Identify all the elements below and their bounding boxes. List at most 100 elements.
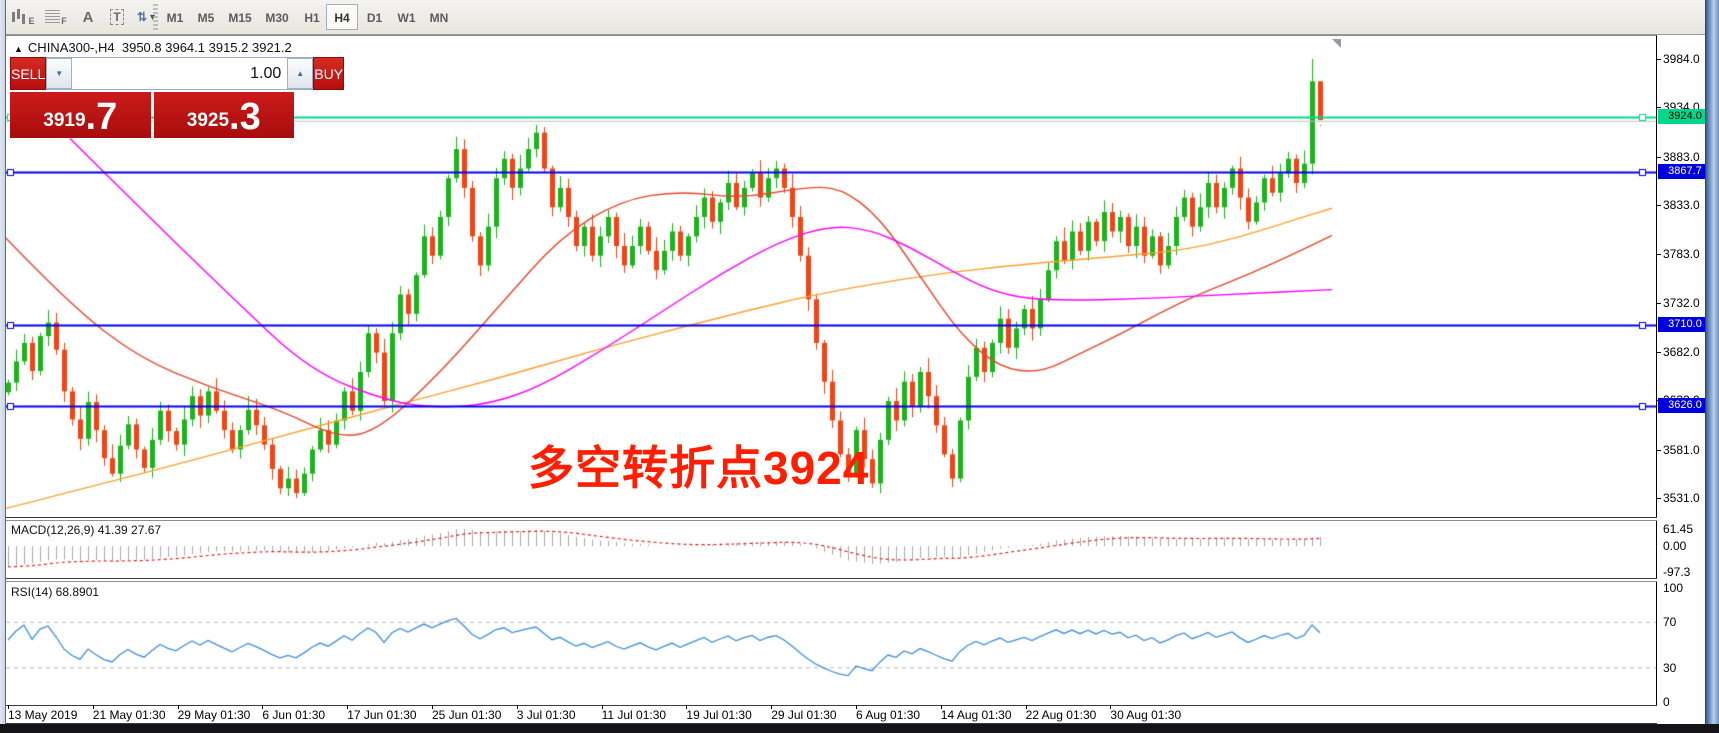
arrange-windows-icon[interactable]: ⇅ ▼	[132, 5, 162, 29]
price-tick	[1656, 59, 1661, 60]
time-axis-border	[6, 705, 1657, 706]
panel-separator	[6, 520, 1657, 521]
time-tick	[92, 705, 94, 709]
macd-label: MACD(12,26,9) 41.39 27.67	[11, 523, 162, 537]
price-axis-label: 3581.0	[1663, 442, 1700, 457]
panel-separator	[6, 581, 1657, 582]
timeframe-button-mn[interactable]: MN	[429, 11, 449, 25]
price-tick	[1656, 351, 1661, 353]
bid-frac: .7	[85, 96, 118, 138]
toolbar-separator	[153, 4, 158, 30]
ask-main: 3925	[186, 110, 230, 131]
collapse-triangle-icon[interactable]: ▲	[14, 44, 23, 54]
time-axis-label: 6 Aug 01:30	[856, 708, 921, 722]
bid-price-box[interactable]: 3919.7	[10, 92, 151, 138]
symbol-period: CHINA300-,H4	[27, 40, 115, 55]
macd-axis-label: -97.3	[1663, 565, 1691, 579]
price-axis-label: 3732.0	[1663, 296, 1700, 311]
volume-increase-button[interactable]: ▲	[287, 58, 314, 89]
price-axis-label: 3883.0	[1663, 149, 1700, 164]
rsi-axis-label: 0	[1663, 695, 1670, 709]
time-axis-label: 29 May 01:30	[177, 708, 251, 722]
time-axis-label: 29 Jul 01:30	[771, 708, 837, 722]
price-tick	[1656, 497, 1661, 499]
time-tick	[177, 705, 179, 709]
dropdown-caret-icon[interactable]: ▼	[148, 12, 157, 22]
time-tick	[601, 705, 603, 709]
rsi-axis-label: 100	[1663, 581, 1684, 595]
time-tick	[1110, 705, 1112, 709]
price-level-tag: 3867.7	[1658, 163, 1712, 179]
volume-input[interactable]	[72, 58, 288, 89]
timeframe-button-d1[interactable]: D1	[366, 11, 383, 25]
time-axis-label: 17 Jun 01:30	[347, 708, 417, 722]
time-tick	[771, 705, 773, 709]
time-axis-label: 13 May 2019	[8, 708, 78, 722]
time-axis-label: 30 Aug 01:30	[1110, 708, 1182, 722]
price-level-tag: 3710.0	[1658, 316, 1712, 332]
rsi-axis-label: 70	[1663, 615, 1677, 630]
buy-button[interactable]: BUY	[313, 57, 345, 90]
panel-separator	[6, 517, 1657, 518]
price-level-tag: 3924.0	[1658, 109, 1712, 125]
window-bottom-border	[0, 724, 1719, 733]
timeframe-button-m1[interactable]: M1	[166, 11, 184, 25]
time-tick	[1025, 705, 1027, 709]
price-level-tag: 3626.0	[1658, 397, 1712, 413]
grid-icon[interactable]: F	[42, 5, 70, 29]
time-axis-label: 19 Jul 01:30	[686, 708, 752, 722]
window-left-border	[0, 0, 6, 733]
price-axis-label: 3783.0	[1663, 246, 1700, 261]
time-tick	[516, 705, 518, 709]
time-axis-label: 3 Jul 01:30	[516, 708, 576, 722]
chart-title: ▲ CHINA300-,H4 3950.8 3964.1 3915.2 3921.…	[14, 40, 292, 55]
text-box-icon[interactable]: T	[104, 5, 130, 29]
rsi-label: RSI(14) 68.8901	[11, 585, 100, 599]
timeframe-button-m5[interactable]: M5	[197, 11, 215, 25]
price-tick	[1656, 156, 1661, 158]
timeframe-button-h4[interactable]: H4	[326, 4, 358, 30]
price-tick	[1656, 253, 1661, 255]
time-axis-label: 11 Jul 01:30	[601, 708, 667, 722]
text-label-icon[interactable]: A	[82, 8, 94, 26]
ask-price-box[interactable]: 3925.3	[153, 92, 294, 138]
bid-main: 3919	[43, 110, 86, 131]
volume-decrease-button[interactable]: ▼	[46, 58, 73, 89]
time-tick	[262, 705, 264, 709]
price-tick	[1656, 107, 1661, 109]
price-axis-label: 3682.0	[1663, 344, 1700, 359]
timeframe-button-m30[interactable]: M30	[265, 11, 289, 25]
time-axis-label: 25 Jun 01:30	[432, 708, 502, 722]
price-tick	[1656, 303, 1661, 305]
chart-annotation-text: 多空转折点3924	[528, 442, 870, 494]
panel-separator	[6, 578, 1657, 579]
time-axis-label: 22 Aug 01:30	[1025, 708, 1097, 722]
sell-button[interactable]: SELL	[10, 57, 47, 90]
price-axis-label: 3531.0	[1663, 490, 1700, 505]
toolbar: E F A T ⇅ ▼ M1 M5 M15 M30 H1 H4 D1 W1 MN	[0, 0, 1719, 35]
time-tick	[686, 705, 688, 709]
time-tick	[940, 705, 942, 709]
indicators-icon[interactable]: E	[8, 5, 38, 29]
one-click-trading-panel: SELL ▼ ▲ BUY 3919.7 3925.3	[10, 57, 345, 138]
window-right-border[interactable]	[1705, 0, 1719, 733]
rsi-indicator-chart[interactable]	[6, 582, 1656, 705]
time-axis-label: 6 Jun 01:30	[262, 708, 326, 722]
timeframe-button-h1[interactable]: H1	[304, 11, 320, 25]
price-tick	[1656, 205, 1661, 207]
timeframe-button-w1[interactable]: W1	[397, 11, 416, 25]
time-tick	[856, 705, 857, 709]
time-axis-label: 21 May 01:30	[92, 708, 166, 722]
macd-axis-label: 61.45	[1663, 522, 1694, 536]
window-bottom-line	[6, 723, 1657, 724]
time-tick	[347, 705, 349, 709]
chart-shift-marker-icon[interactable]	[1332, 39, 1341, 48]
ask-frac: .3	[229, 96, 261, 138]
timeframe-button-m15[interactable]: M15	[228, 11, 252, 25]
ohlc-values: 3950.8 3964.1 3915.2 3921.2	[121, 40, 292, 55]
rsi-axis-label: 30	[1663, 660, 1677, 675]
price-axis-label: 3833.0	[1663, 198, 1700, 213]
time-tick	[8, 705, 9, 709]
macd-indicator-chart[interactable]	[6, 521, 1656, 578]
